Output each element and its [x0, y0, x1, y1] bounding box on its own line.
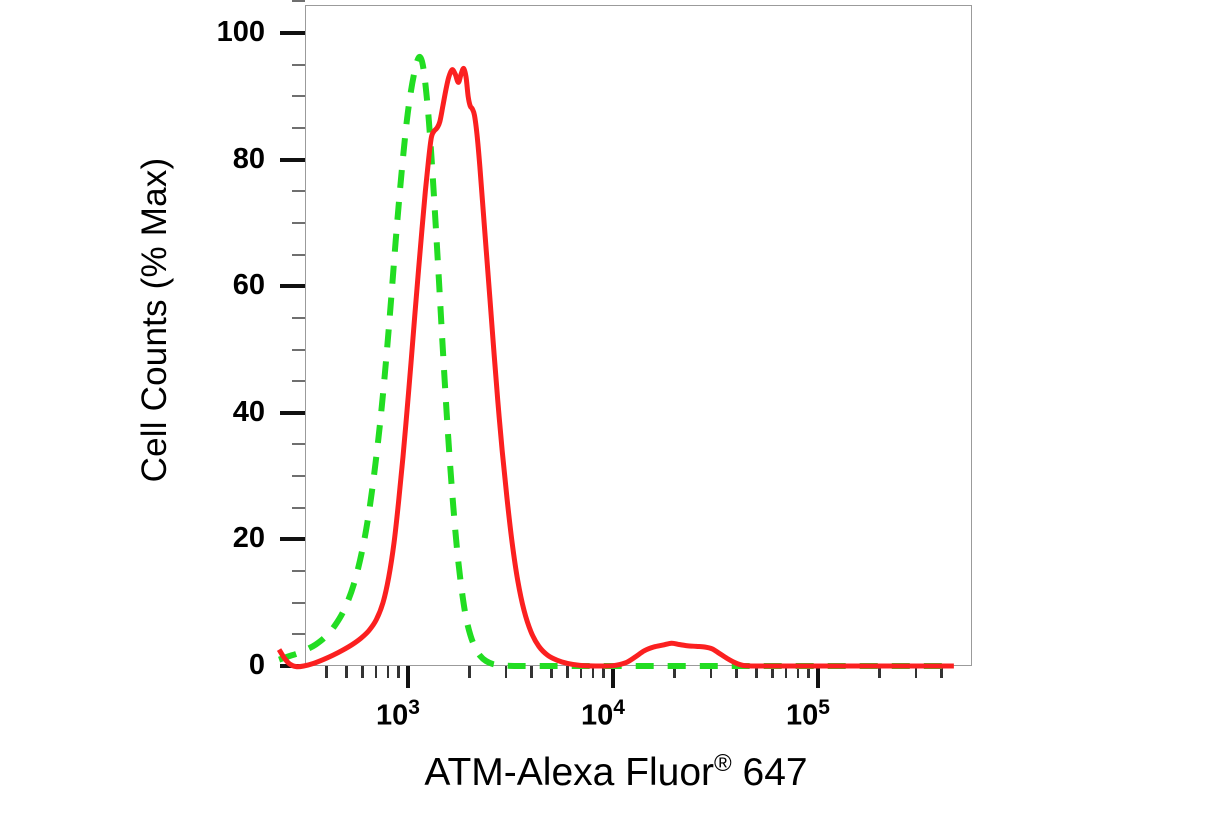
x-tick-minor: [397, 666, 400, 678]
x-tick-minor: [325, 666, 328, 678]
y-tick-minor: [292, 443, 305, 446]
x-tick-label: 105: [786, 696, 830, 732]
x-tick-minor: [940, 666, 943, 678]
x-tick-minor: [504, 666, 508, 678]
x-tick-major: [611, 666, 615, 688]
x-tick-minor: [914, 666, 918, 678]
x-tick-major: [406, 666, 410, 688]
x-tick-minor: [530, 666, 533, 678]
x-axis-label-suffix: 647: [731, 751, 808, 794]
x-tick-major: [816, 666, 820, 688]
y-tick-minor: [292, 126, 305, 129]
y-tick-minor: [292, 380, 305, 383]
y-tick-minor: [292, 601, 305, 604]
curve-stained-solid: [276, 65, 954, 670]
y-tick-major: [280, 157, 305, 162]
x-tick-minor: [386, 666, 390, 678]
y-tick-label: 60: [232, 269, 265, 302]
x-tick-minor: [796, 666, 800, 678]
x-tick-minor: [878, 666, 881, 678]
y-tick-minor: [292, 633, 305, 636]
x-tick-minor: [591, 666, 595, 678]
registered-icon: ®: [714, 750, 732, 777]
y-tick-label: 80: [232, 142, 265, 175]
x-tick-minor: [784, 666, 788, 678]
x-tick-minor: [361, 666, 364, 678]
x-axis-label: ATM-Alexa Fluor® 647: [0, 750, 1232, 795]
x-tick-minor: [709, 666, 713, 678]
y-tick-label: 20: [232, 522, 265, 555]
y-axis-label: Cell Counts (% Max): [135, 157, 174, 483]
x-tick-label: 104: [581, 696, 625, 732]
x-tick-minor: [673, 666, 676, 678]
x-tick-label: 103: [376, 696, 420, 732]
x-tick-minor: [374, 666, 378, 678]
x-axis-label-prefix: ATM-Alexa Fluor: [424, 751, 715, 794]
y-tick-major: [280, 31, 305, 35]
y-tick-minor: [292, 316, 305, 319]
x-tick-minor: [602, 666, 605, 678]
y-tick-minor: [292, 190, 305, 193]
y-tick-minor: [292, 63, 305, 66]
histogram-curves: [276, 53, 954, 670]
x-tick-minor: [807, 666, 810, 678]
y-tick-minor: [292, 506, 305, 509]
y-tick-minor: [292, 0, 305, 3]
x-tick-minor: [566, 666, 569, 678]
y-tick-label: 0: [248, 649, 265, 681]
plot-frame: [305, 5, 972, 666]
y-tick-minor: [292, 570, 305, 573]
y-tick-major: [280, 537, 305, 542]
caption-sliver: [0, 806, 1232, 818]
curve-control-dashed: [278, 53, 954, 670]
x-tick-minor: [550, 666, 553, 678]
y-tick-minor: [292, 253, 305, 256]
y-tick-major: [280, 410, 305, 415]
y-tick-label: 100: [216, 16, 265, 48]
y-tick-label: 40: [232, 395, 265, 428]
x-tick-minor: [771, 666, 774, 678]
x-tick-minor: [468, 666, 471, 678]
x-tick-minor: [579, 666, 583, 678]
y-tick-minor: [292, 348, 305, 351]
x-tick-minor: [345, 666, 348, 678]
y-tick-minor: [292, 221, 305, 224]
y-tick-major: [280, 284, 305, 289]
x-tick-minor: [755, 666, 758, 678]
y-tick-minor: [292, 475, 305, 478]
y-tick-minor: [292, 95, 305, 98]
x-tick-minor: [735, 666, 738, 678]
